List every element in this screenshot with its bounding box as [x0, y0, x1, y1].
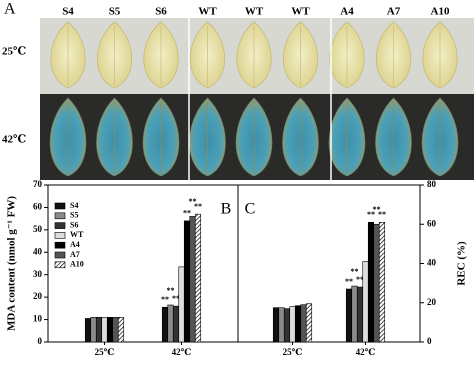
row-label: 25℃	[2, 46, 26, 58]
significance: **	[183, 209, 191, 218]
bar	[362, 261, 369, 343]
y-tick-label: 60	[427, 218, 437, 228]
column-label: WT	[198, 6, 217, 18]
bar	[289, 306, 296, 343]
legend-swatch	[54, 212, 66, 220]
legend-swatch	[54, 232, 66, 239]
bar	[117, 317, 125, 343]
y-axis-label: REC (%)	[456, 241, 468, 286]
bar	[189, 216, 196, 343]
legend-label: S6	[70, 220, 78, 229]
panel-a-label: A	[4, 1, 16, 18]
y-tick-label: 70	[33, 179, 43, 189]
column-label: A10	[431, 6, 450, 18]
y-axis-label: MDA content (nmol g⁻¹ FW)	[6, 196, 18, 331]
bar	[345, 288, 353, 343]
bar	[194, 213, 202, 343]
bar	[294, 305, 302, 343]
y-tick-label: 20	[33, 291, 43, 301]
bar	[378, 221, 386, 343]
significance: **	[189, 197, 197, 206]
column-label: WT	[291, 6, 310, 18]
bar	[305, 303, 313, 343]
legend-label: A4	[70, 240, 80, 249]
significance: **	[167, 286, 175, 295]
bar	[101, 317, 108, 343]
bar	[161, 306, 169, 343]
significance: **	[378, 210, 386, 219]
x-tick-label: 25℃	[283, 347, 303, 357]
x-tick-label: 42℃	[172, 347, 192, 357]
y-tick-label: 40	[33, 246, 43, 256]
bar	[283, 308, 291, 343]
significance: **	[172, 294, 180, 303]
bar	[167, 304, 174, 343]
legend-swatch	[54, 202, 66, 210]
bar	[356, 286, 364, 343]
bar	[90, 317, 97, 343]
bar	[300, 304, 307, 343]
legend-label: S5	[70, 211, 78, 220]
panel-label: B	[221, 201, 232, 218]
legend-label: A10	[70, 260, 84, 269]
bar	[351, 285, 358, 343]
y-tick-label: 60	[33, 201, 43, 211]
legend-swatch	[54, 241, 66, 249]
bar	[172, 305, 180, 343]
bar	[367, 221, 375, 343]
bar	[272, 307, 280, 343]
y-tick-label: 30	[33, 269, 43, 279]
legend-swatch	[54, 251, 66, 259]
column-label: A4	[340, 6, 354, 18]
column-label: S6	[155, 6, 167, 18]
legend-label: A7	[70, 250, 80, 259]
bar	[106, 317, 114, 343]
bar	[112, 317, 119, 343]
significance: **	[351, 267, 359, 276]
column-label: S4	[62, 6, 74, 18]
legend-label: S4	[70, 201, 78, 210]
x-tick-label: 42℃	[356, 347, 376, 357]
column-label: WT	[245, 6, 264, 18]
y-tick-label: 40	[427, 258, 437, 268]
significance: **	[194, 202, 202, 211]
legend-swatch	[54, 222, 66, 229]
significance: **	[161, 295, 169, 304]
significance: **	[373, 205, 381, 214]
y-tick-label: 50	[33, 224, 43, 234]
y-tick-label: 0	[427, 336, 432, 346]
column-label: S5	[109, 6, 121, 18]
significance: **	[367, 210, 375, 219]
bar	[183, 220, 191, 343]
significance: **	[356, 275, 364, 284]
plot-frame	[237, 184, 421, 343]
row-label: 42℃	[2, 134, 26, 146]
bar	[373, 223, 380, 343]
bar	[84, 318, 92, 343]
legend-swatch	[54, 261, 66, 269]
legend-label: WT	[70, 230, 84, 239]
bar	[278, 307, 285, 343]
significance: **	[345, 277, 353, 286]
y-tick-label: 20	[427, 297, 437, 307]
bar	[178, 266, 185, 343]
y-tick-label: 10	[33, 314, 43, 324]
panel-label: C	[245, 201, 256, 218]
y-tick-label: 80	[427, 179, 437, 189]
bar	[95, 317, 103, 343]
x-tick-label: 25℃	[95, 347, 115, 357]
column-label: A7	[387, 6, 401, 18]
y-tick-label: 0	[38, 336, 43, 346]
